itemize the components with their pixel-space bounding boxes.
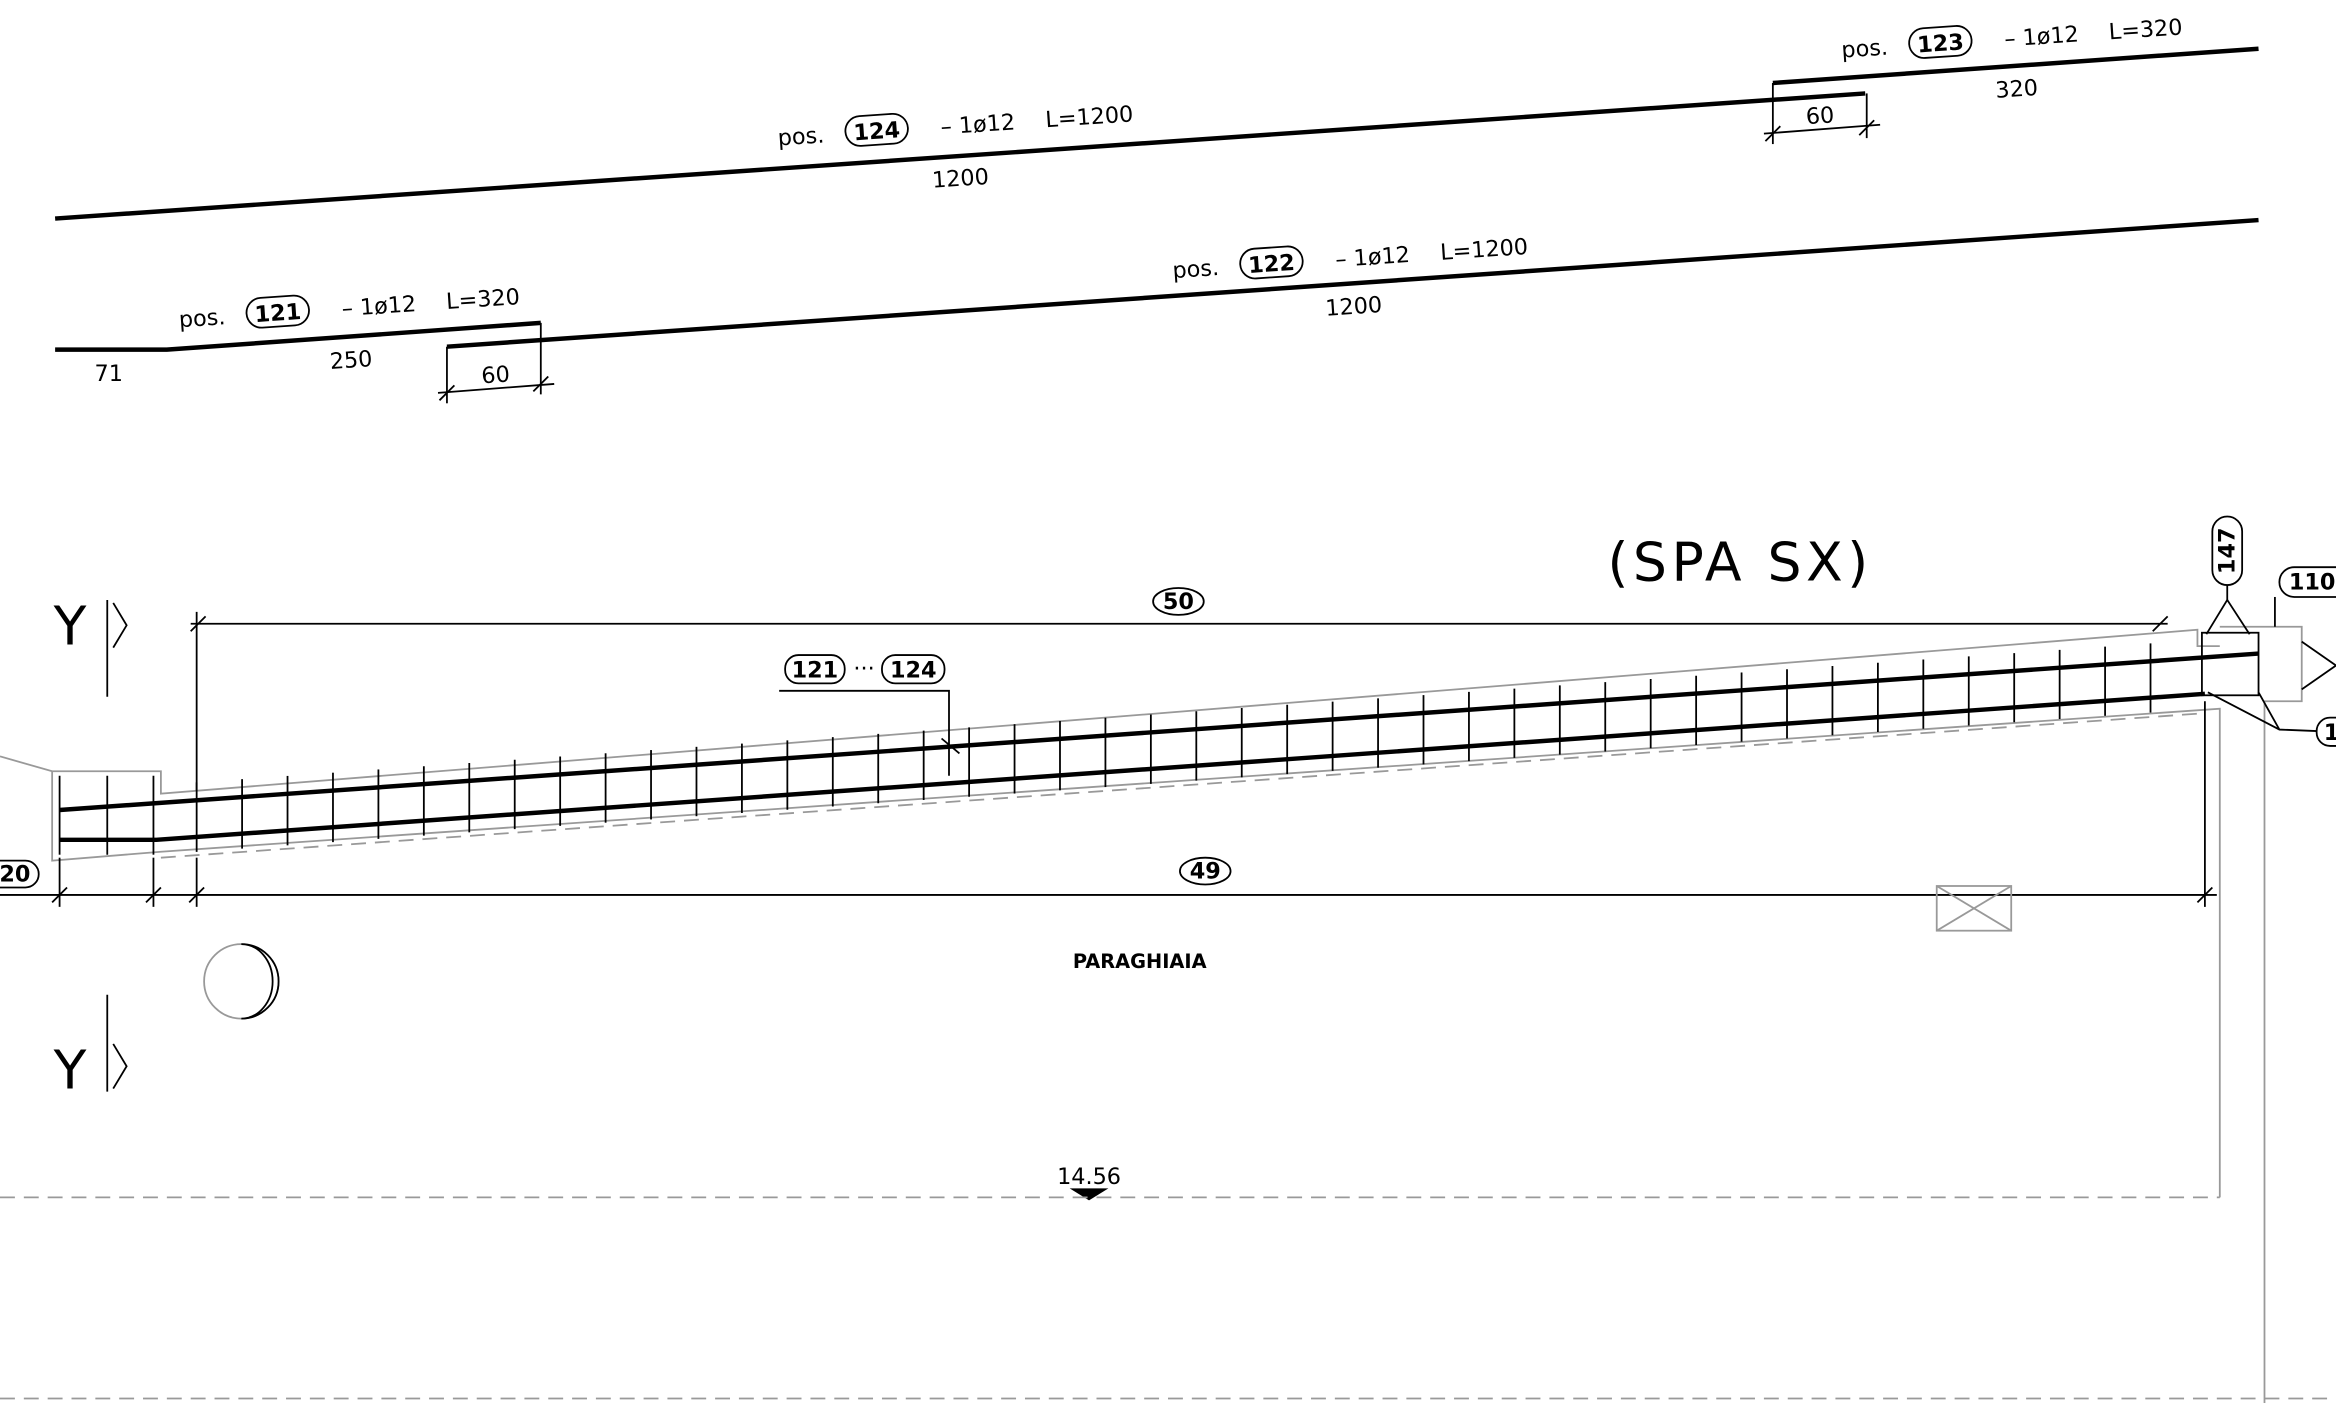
capsule <box>1239 245 1304 280</box>
callout: 147 <box>2215 527 2241 574</box>
line-work <box>2196 886 2213 904</box>
line-work <box>532 375 549 393</box>
rebar <box>59 691 2206 843</box>
length: L=320 <box>2108 14 2183 45</box>
line-work <box>2315 716 2336 747</box>
line-work <box>2257 691 2281 730</box>
line-work <box>112 602 128 649</box>
pos-number: 121 <box>254 299 302 328</box>
spec: – 1ø12 <box>940 109 1016 140</box>
capsule <box>245 294 310 329</box>
range-start: 121 <box>792 657 839 683</box>
line-work <box>2152 615 2169 632</box>
line-work <box>160 712 2205 859</box>
elevation: 14.56 <box>1057 1164 1121 1190</box>
line-work <box>1764 125 1781 142</box>
dimension: 20 <box>0 862 30 888</box>
bar-label: pos. 122 – 1ø12 L=1200 <box>1172 234 1529 284</box>
line-work <box>1179 856 1232 886</box>
dimension: 49 <box>1190 859 1221 885</box>
range-sep: ··· <box>853 656 874 682</box>
pos-prefix: pos. <box>777 122 825 151</box>
line-work <box>1763 123 1881 135</box>
outline <box>51 707 2221 1198</box>
pos-number: 123 <box>1916 29 1964 58</box>
rebar <box>1772 46 2259 86</box>
line-work <box>188 886 205 904</box>
dimension: 1200 <box>1325 292 1383 322</box>
zone-label: PARAGHIAIA <box>1073 950 1207 973</box>
dimension: 1200 <box>931 164 989 194</box>
line-work <box>1152 587 1205 616</box>
line-work <box>438 384 456 401</box>
rebar <box>54 91 1866 221</box>
dimension: 250 <box>329 346 373 375</box>
capsule <box>844 112 909 147</box>
spec: – 1ø12 <box>1335 242 1411 273</box>
overlap: 60 <box>1805 102 1835 130</box>
hook-dim: 71 <box>95 361 123 387</box>
line-work <box>1936 885 2012 932</box>
overlap-dim: 60 <box>1763 82 1881 145</box>
line-work <box>437 383 555 394</box>
rebar <box>55 320 541 352</box>
rebar <box>446 217 2259 349</box>
range-end: 124 <box>890 657 937 683</box>
callout: 110 <box>2289 570 2336 596</box>
rebar <box>59 651 2259 813</box>
length: L=320 <box>445 284 520 315</box>
bar-label: pos. 123 – 1ø12 L=320 <box>1841 14 2184 64</box>
capsule <box>1908 25 1973 59</box>
dimension: 320 <box>1995 75 2039 104</box>
stirrups <box>58 643 2152 855</box>
length: L=1200 <box>1439 234 1529 266</box>
bar-label: pos. 121 – 1ø12 L=320 <box>178 284 521 333</box>
pos-number: 124 <box>853 117 901 146</box>
line-work <box>1069 1188 1109 1201</box>
line-work <box>190 615 207 632</box>
pos-number: 122 <box>1247 250 1295 279</box>
line-work <box>51 886 68 904</box>
cut-mark: Y <box>53 595 87 658</box>
cut-mark: Y <box>53 1039 87 1102</box>
line-work <box>784 654 846 685</box>
line-work <box>881 654 946 685</box>
overlap: 60 <box>481 362 511 390</box>
line-work <box>2219 625 2303 1403</box>
line-work <box>1935 885 2013 932</box>
section-title: (SPA SX) <box>1608 531 1873 594</box>
callout: 1 <box>2324 720 2336 746</box>
line-work <box>2205 598 2251 635</box>
spec: – 1ø12 <box>341 291 417 322</box>
outline <box>0 628 2220 795</box>
length: L=1200 <box>1045 101 1135 133</box>
dimension: 50 <box>1163 589 1194 615</box>
bar-label: pos. 124 – 1ø12 L=1200 <box>777 101 1135 151</box>
line-work <box>2278 566 2336 598</box>
spec: – 1ø12 <box>2003 21 2079 52</box>
line-work <box>1858 119 1875 136</box>
line-work <box>2201 631 2260 697</box>
line-work <box>779 689 950 776</box>
line-work <box>145 886 162 904</box>
line-work <box>241 943 280 1020</box>
line-work <box>112 1043 128 1090</box>
pos-prefix: pos. <box>178 304 226 333</box>
line-work <box>940 737 961 755</box>
pos-prefix: pos. <box>1172 255 1220 284</box>
line-work <box>0 859 40 889</box>
overlap-dim: 60 <box>437 322 555 404</box>
line-work <box>2301 640 2336 691</box>
pos-prefix: pos. <box>1841 35 1889 64</box>
